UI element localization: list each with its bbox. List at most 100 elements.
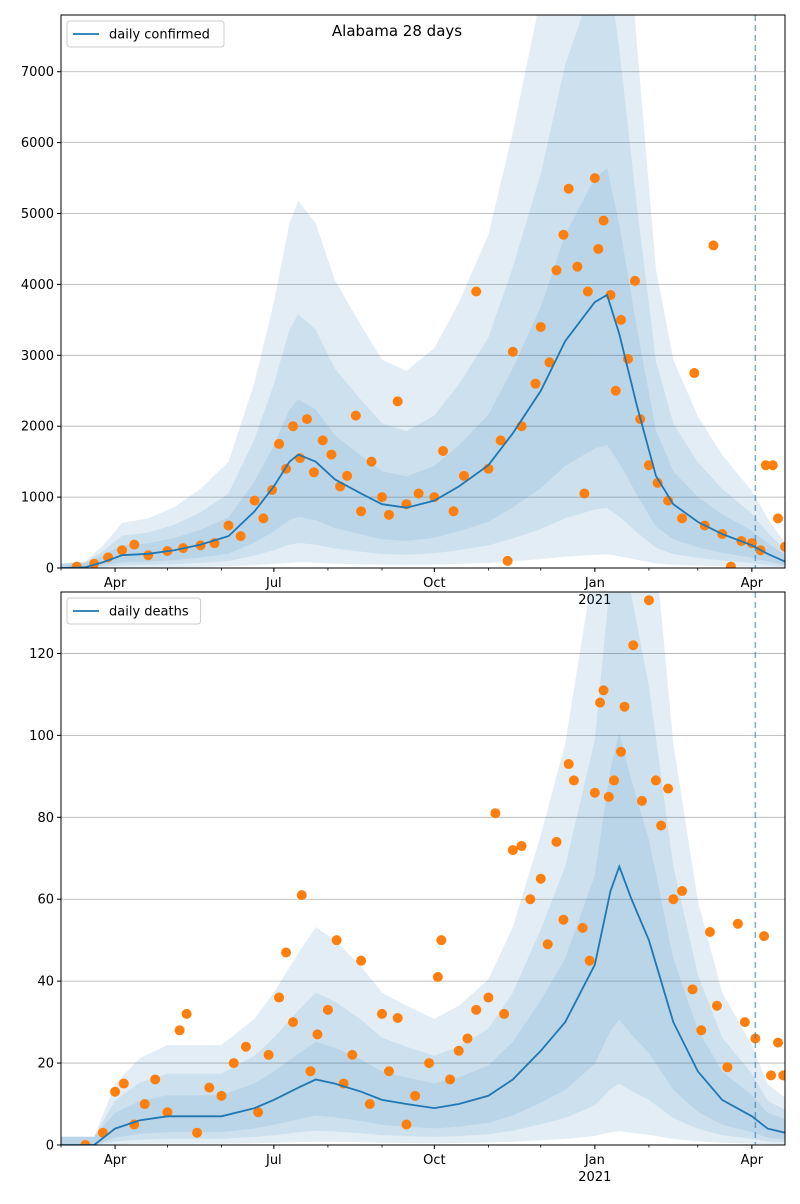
x-tick-label: Apr [741, 576, 764, 591]
observed-point [663, 783, 674, 794]
observed-point [228, 1058, 239, 1069]
y-tick-label: 120 [29, 647, 54, 662]
observed-point [629, 275, 640, 286]
observed-point [413, 488, 424, 499]
x-tick-sublabel: 2021 [578, 1170, 611, 1185]
observed-point [471, 1004, 482, 1015]
observed-point [392, 396, 403, 407]
observed-point [558, 229, 569, 240]
observed-point [490, 808, 501, 819]
observed-point [448, 506, 459, 517]
x-tick-label: Jan [584, 1153, 605, 1168]
observed-point [687, 984, 698, 995]
observed-point [616, 314, 627, 325]
observed-point [725, 561, 736, 568]
observed-point [326, 449, 337, 460]
y-tick-label: 60 [37, 893, 54, 908]
observed-point [143, 550, 154, 561]
observed-point [593, 243, 604, 254]
legend-label: daily confirmed [109, 28, 210, 43]
observed-point [696, 1025, 707, 1036]
observed-point [766, 1070, 777, 1081]
observed-point [432, 972, 443, 983]
axes-frame [60, 591, 786, 1146]
observed-point [356, 506, 367, 517]
observed-point [377, 492, 388, 503]
observed-point [677, 513, 688, 524]
observed-point [296, 890, 307, 901]
x-tick-label: Oct [423, 576, 445, 591]
observed-point [579, 488, 590, 499]
observed-point [383, 1066, 394, 1077]
observed-point [377, 1008, 388, 1019]
observed-point [162, 1107, 173, 1118]
observed-point [516, 840, 527, 851]
observed-point [281, 947, 292, 958]
observed-point [732, 918, 743, 929]
observed-point [223, 520, 234, 531]
observed-point [636, 795, 647, 806]
observed-point [603, 791, 614, 802]
y-tick-label: 0 [46, 562, 54, 577]
observed-point [216, 1090, 227, 1101]
observed-point [347, 1049, 358, 1060]
observed-point [392, 1013, 403, 1024]
uncertainty-band-2 [61, 592, 785, 1145]
plot-area [61, 15, 785, 568]
y-tick-label: 2000 [21, 420, 54, 435]
observed-point [652, 477, 663, 488]
observed-point [80, 1140, 91, 1145]
observed-point [438, 446, 449, 457]
observed-point [342, 470, 353, 481]
observed-point [462, 1033, 473, 1044]
y-tick-label: 0 [46, 1139, 54, 1154]
observed-point [288, 1017, 299, 1028]
observed-point [535, 873, 546, 884]
observed-point [759, 931, 770, 942]
observed-point [117, 545, 128, 556]
observed-point [499, 1008, 510, 1019]
observed-point [424, 1058, 435, 1069]
observed-point [274, 992, 285, 1003]
observed-point [192, 1127, 203, 1138]
observed-point [312, 1029, 323, 1040]
observed-point [274, 438, 285, 449]
x-tick-label: Apr [104, 576, 127, 591]
observed-point [240, 1041, 251, 1052]
model-line [61, 863, 785, 1145]
observed-point [471, 286, 482, 297]
observed-point [773, 1037, 784, 1048]
uncertainty-band-1 [61, 592, 785, 1145]
y-tick-label: 100 [29, 729, 54, 744]
observed-point [589, 173, 600, 184]
observed-point [364, 1099, 375, 1110]
y-tick-label: 80 [37, 811, 54, 826]
observed-point [383, 509, 394, 520]
observed-point [643, 595, 654, 606]
observed-point [483, 992, 494, 1003]
x-tick-sublabel: 2021 [578, 593, 611, 608]
figure-title: Alabama 28 days [332, 22, 462, 40]
observed-point [711, 1000, 722, 1011]
y-tick-label: 3000 [21, 349, 54, 364]
chart-panel-2: 0 20 40 60 80 100 120 Apr Jul Oct Jan 2021 Apr daily … [29, 591, 786, 1185]
observed-point [551, 265, 562, 276]
observed-point [722, 1062, 733, 1073]
observed-point [750, 1033, 761, 1044]
observed-point [563, 183, 574, 194]
observed-point [739, 1017, 750, 1028]
observed-point [609, 775, 620, 786]
uncertainty-band-1 [61, 15, 785, 568]
observed-point [410, 1090, 421, 1101]
x-tick-label: Jul [265, 576, 282, 591]
observed-point [773, 513, 784, 524]
observed-point [507, 346, 518, 357]
observed-point [535, 321, 546, 332]
observed-point [598, 685, 609, 696]
x-tick-label: Apr [741, 1153, 764, 1168]
uncertainty-band-3 [61, 732, 785, 1145]
observed-point [563, 759, 574, 770]
observed-point [656, 820, 667, 831]
observed-point [181, 1008, 192, 1019]
